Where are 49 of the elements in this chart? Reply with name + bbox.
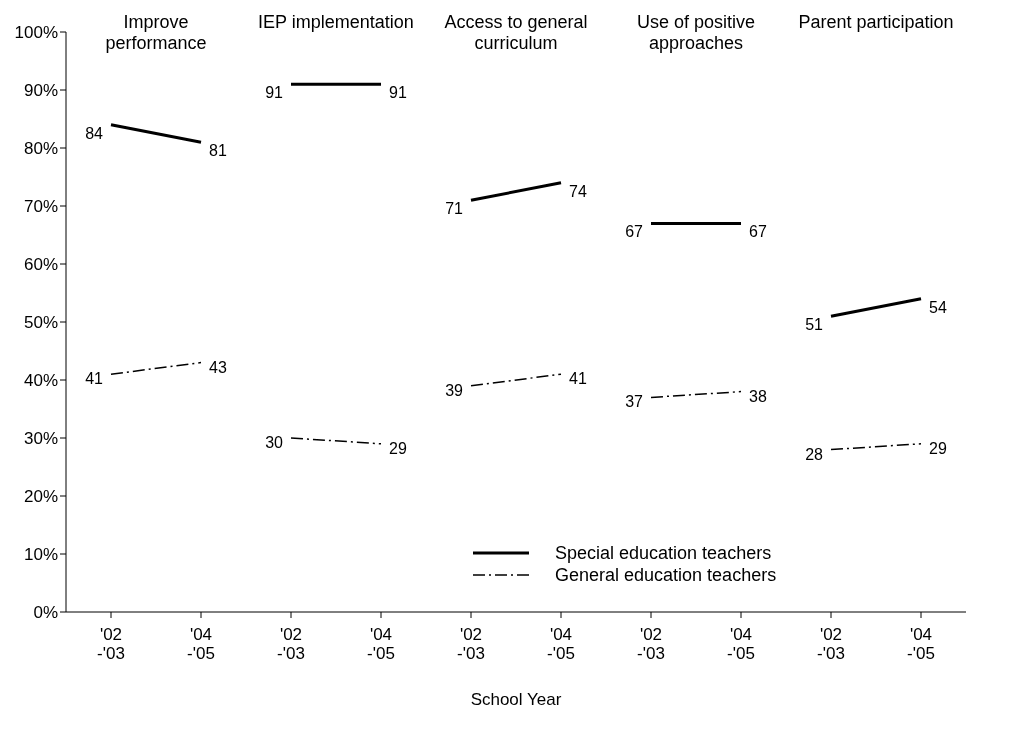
legend-label: Special education teachers (555, 542, 772, 564)
data-label: 91 (265, 84, 284, 102)
data-label: 29 (389, 439, 407, 457)
x-tick-label: '02 -'03 (97, 625, 125, 663)
data-label: 43 (209, 358, 227, 376)
x-axis-title: School Year (469, 690, 563, 710)
data-label: 39 (445, 381, 464, 399)
y-tick-label: 50% (23, 313, 58, 333)
y-tick-label: 30% (23, 429, 58, 449)
y-tick-label: 100% (14, 23, 58, 43)
data-label: 91 (389, 84, 407, 102)
y-tick-label: 90% (23, 81, 58, 101)
x-tick-label: '02 -'03 (277, 625, 305, 663)
y-tick-label: 70% (23, 197, 58, 217)
data-label: 67 (625, 223, 644, 241)
data-label: 30 (265, 434, 284, 451)
data-label: 29 (929, 439, 947, 457)
data-label: 28 (805, 445, 824, 463)
legend-label: General education teachers (555, 564, 777, 586)
y-tick-label: 60% (23, 255, 58, 275)
x-tick-label: '02 -'03 (457, 625, 485, 663)
data-label: 38 (749, 387, 767, 405)
data-label: 41 (569, 370, 587, 388)
y-tick-label: 80% (23, 139, 58, 159)
x-tick-label: '02 -'03 (817, 625, 845, 663)
data-label: 71 (445, 200, 464, 218)
chart-title: Improve performance (104, 12, 208, 54)
x-tick-label: '04 -'05 (727, 625, 755, 663)
chart-title: Access to general curriculum (443, 12, 589, 54)
x-tick-label: '04 -'05 (187, 625, 215, 663)
chart-title: Parent participation (797, 12, 955, 33)
chart-title: IEP implementation (257, 12, 415, 33)
x-tick-label: '04 -'05 (907, 625, 935, 663)
data-label: 54 (929, 298, 947, 316)
y-tick-label: 0% (33, 603, 58, 623)
y-tick-label: 20% (23, 487, 58, 507)
data-label: 81 (209, 142, 227, 160)
x-tick-label: '04 -'05 (547, 625, 575, 663)
chart-title: Use of positive approaches (635, 12, 757, 54)
data-label: 37 (625, 393, 644, 411)
x-tick-label: '04 -'05 (367, 625, 395, 663)
data-label: 67 (749, 223, 767, 241)
data-label: 74 (569, 182, 587, 200)
data-label: 84 (85, 124, 104, 142)
y-tick-label: 40% (23, 371, 58, 391)
y-tick-label: 10% (23, 545, 58, 565)
x-tick-label: '02 -'03 (637, 625, 665, 663)
data-label: 41 (85, 370, 104, 388)
data-label: 51 (805, 316, 824, 334)
